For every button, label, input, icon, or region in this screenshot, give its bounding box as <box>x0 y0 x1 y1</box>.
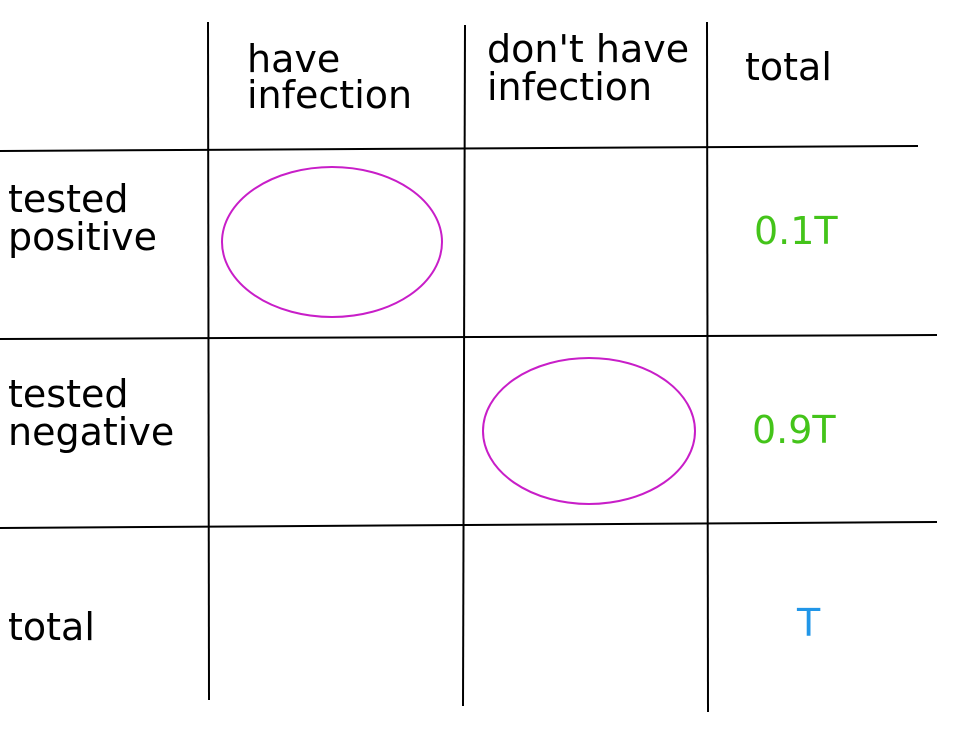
column-header: infection <box>247 73 412 117</box>
column-line <box>462 24 466 707</box>
column-line <box>706 21 709 713</box>
row-header: tested <box>8 372 128 416</box>
row-line <box>0 521 938 529</box>
highlight-circle <box>221 166 443 318</box>
cell-value: 0.1T <box>754 209 838 253</box>
column-header: have <box>247 37 340 81</box>
row-line <box>0 145 919 152</box>
row-header: tested <box>8 177 128 221</box>
row-header: negative <box>8 410 174 454</box>
column-header: infection <box>487 65 652 109</box>
row-header: positive <box>8 215 157 259</box>
row-line <box>0 334 938 340</box>
column-line <box>207 21 210 701</box>
column-header: don't have <box>487 27 689 71</box>
row-header: total <box>8 605 95 649</box>
highlight-circle <box>482 357 696 505</box>
cell-value: 0.9T <box>752 408 836 452</box>
column-header: total <box>745 45 832 89</box>
cell-value: T <box>796 601 821 645</box>
